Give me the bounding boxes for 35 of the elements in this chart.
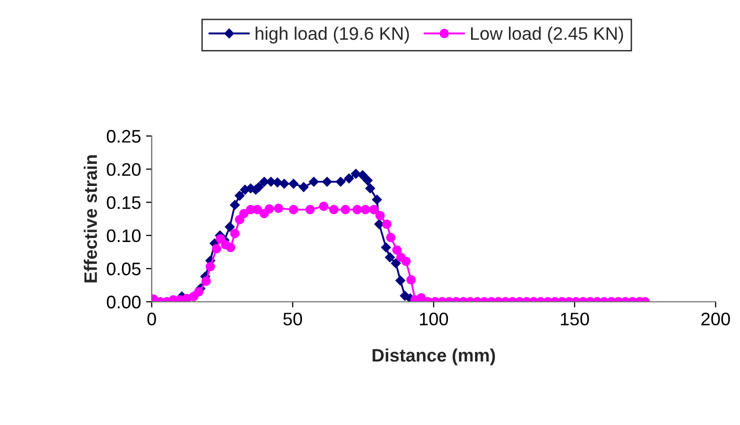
x-tick-label: 200 xyxy=(701,312,730,326)
point xyxy=(372,194,382,205)
y-tick-label: 0.10 xyxy=(106,229,141,242)
point xyxy=(298,182,309,192)
x-axis-title: Distance (mm) xyxy=(372,348,495,366)
point xyxy=(381,242,391,252)
x-tick-label: 50 xyxy=(283,312,302,326)
point xyxy=(230,200,240,210)
x-tick-label: 100 xyxy=(420,312,448,326)
y-tick-label: 0.25 xyxy=(106,130,141,143)
point xyxy=(224,222,235,232)
point xyxy=(234,190,245,201)
point xyxy=(336,176,346,187)
y-tick-label: 0.00 xyxy=(106,296,141,308)
x-tick-label: 0 xyxy=(147,312,156,326)
y-tick-label: 0.15 xyxy=(106,196,141,210)
point xyxy=(279,178,290,189)
point xyxy=(308,176,319,187)
x-tick-label: 150 xyxy=(560,312,589,326)
point xyxy=(344,173,354,184)
y-tick-label: 0.05 xyxy=(106,262,141,276)
point xyxy=(395,276,406,286)
point xyxy=(365,183,376,194)
point xyxy=(390,258,401,268)
point xyxy=(288,178,298,189)
point xyxy=(272,177,282,188)
point xyxy=(362,175,373,186)
legend-label: Low load (2.45 KN) xyxy=(471,26,624,44)
legend-label: high load (19.6 KN) xyxy=(256,26,409,44)
point xyxy=(322,176,332,187)
point xyxy=(385,252,395,262)
y-tick-label: 0.20 xyxy=(106,163,141,176)
point xyxy=(350,168,361,179)
point xyxy=(358,170,368,180)
y-axis-title: Effective strain xyxy=(84,155,98,282)
